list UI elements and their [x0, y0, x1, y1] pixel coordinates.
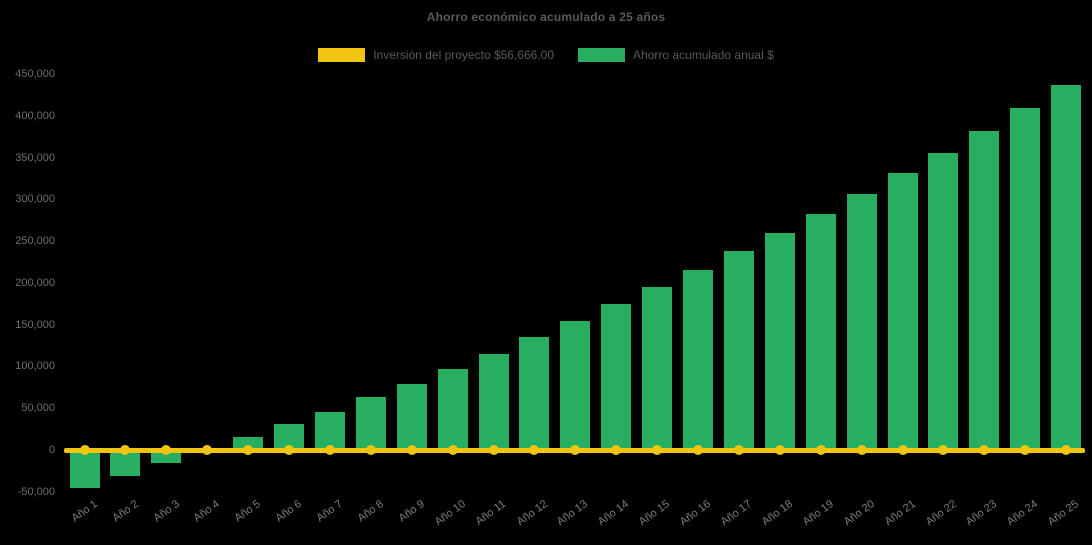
- y-tick-label: 300,000: [15, 193, 55, 206]
- line-marker: [447, 445, 458, 456]
- bar: [314, 412, 345, 451]
- bar: [969, 130, 1000, 450]
- bar: [1051, 84, 1082, 451]
- y-tick-label: 250,000: [15, 235, 55, 248]
- line-marker: [733, 445, 744, 456]
- bar: [233, 437, 264, 451]
- bar: [642, 287, 673, 450]
- line-marker: [570, 445, 581, 456]
- line-marker: [365, 445, 376, 456]
- line-marker: [774, 445, 785, 456]
- bar: [478, 353, 509, 450]
- x-tick-label: Año 8: [355, 498, 386, 525]
- legend-item: Ahorro acumulado anual $: [578, 48, 774, 62]
- x-tick-label: Año 24: [1004, 498, 1041, 529]
- line-marker: [938, 445, 949, 456]
- bar: [846, 194, 877, 450]
- bar: [396, 384, 427, 450]
- x-tick-label: Año 5: [232, 498, 264, 525]
- bar: [601, 303, 632, 450]
- legend-swatch: [318, 48, 366, 62]
- line-marker: [979, 445, 990, 456]
- line-marker: [611, 445, 622, 456]
- y-tick-label: -50,000: [17, 485, 55, 498]
- y-tick-label: 200,000: [15, 276, 55, 289]
- bar: [928, 152, 959, 450]
- x-tick-label: Año 12: [514, 498, 550, 529]
- bar: [355, 397, 386, 451]
- y-tick-label: 0: [48, 444, 55, 457]
- y-tick-label: 400,000: [15, 109, 55, 122]
- line-marker: [856, 445, 867, 456]
- x-tick-label: Año 1: [69, 498, 100, 525]
- line-marker: [161, 445, 172, 456]
- line-marker: [693, 445, 703, 456]
- x-tick-label: Año 17: [718, 498, 754, 529]
- x-tick-label: Año 13: [555, 498, 591, 529]
- x-tick-label: Año 21: [882, 498, 918, 529]
- legend-item-label: Inversión del proyecto $56,666.00: [373, 48, 555, 62]
- y-tick-label: 50,000: [21, 402, 55, 415]
- legend-swatch: [578, 48, 626, 62]
- bar: [764, 233, 795, 450]
- chart-title: Ahorro económico acumulado a 25 años: [426, 10, 666, 24]
- bar: [151, 450, 182, 463]
- x-tick-label: Año 14: [595, 498, 632, 529]
- bar: [805, 213, 836, 450]
- x-tick-label: Año 15: [636, 498, 673, 529]
- bar: [69, 450, 100, 488]
- bar: [437, 368, 468, 451]
- line-marker: [652, 445, 663, 456]
- bar: [1010, 108, 1041, 450]
- x-tick-label: Año 20: [841, 498, 877, 529]
- line-marker: [79, 445, 90, 456]
- line-marker: [897, 445, 908, 456]
- x-tick-label: Año 22: [923, 498, 959, 529]
- bar: [519, 337, 550, 450]
- x-tick-label: Año 7: [314, 498, 345, 525]
- line-marker: [406, 445, 417, 456]
- x-tick-label: Año 3: [151, 498, 182, 525]
- line-marker: [324, 445, 335, 456]
- x-tick-label: Año 25: [1045, 498, 1082, 529]
- legend-item-label: Ahorro acumulado anual $: [633, 48, 774, 62]
- x-tick-label: Año 19: [800, 498, 836, 529]
- y-tick-label: 150,000: [15, 318, 55, 331]
- line-marker: [202, 445, 213, 456]
- line-marker: [815, 445, 826, 456]
- x-tick-label: Año 16: [677, 498, 714, 529]
- line-marker: [120, 445, 131, 456]
- bar: [683, 269, 713, 450]
- x-tick-label: Año 11: [473, 498, 509, 528]
- y-tick-label: 100,000: [15, 360, 55, 373]
- x-tick-label: Año 10: [432, 498, 468, 529]
- bar: [723, 251, 754, 450]
- x-tick-label: Año 6: [273, 498, 305, 525]
- legend: Inversión del proyecto $56,666.00 Ahorro …: [0, 48, 1092, 62]
- line-marker: [243, 445, 254, 456]
- bar: [560, 320, 591, 450]
- y-tick-label: 350,000: [15, 151, 55, 164]
- x-tick-label: Año 4: [191, 498, 223, 525]
- legend-item: Inversión del proyecto $56,666.00: [318, 48, 554, 62]
- x-tick-label: Año 2: [110, 498, 141, 525]
- line-marker: [488, 445, 499, 456]
- line-marker: [284, 445, 294, 456]
- line-marker: [1061, 445, 1072, 456]
- bar: [887, 173, 918, 450]
- y-tick-label: 450,000: [15, 68, 55, 80]
- x-tick-label: Año 18: [759, 498, 795, 529]
- line-marker: [1020, 445, 1031, 456]
- line-marker: [529, 445, 540, 456]
- x-tick-label: Año 23: [964, 498, 1000, 529]
- x-tick-label: Año 9: [396, 498, 427, 525]
